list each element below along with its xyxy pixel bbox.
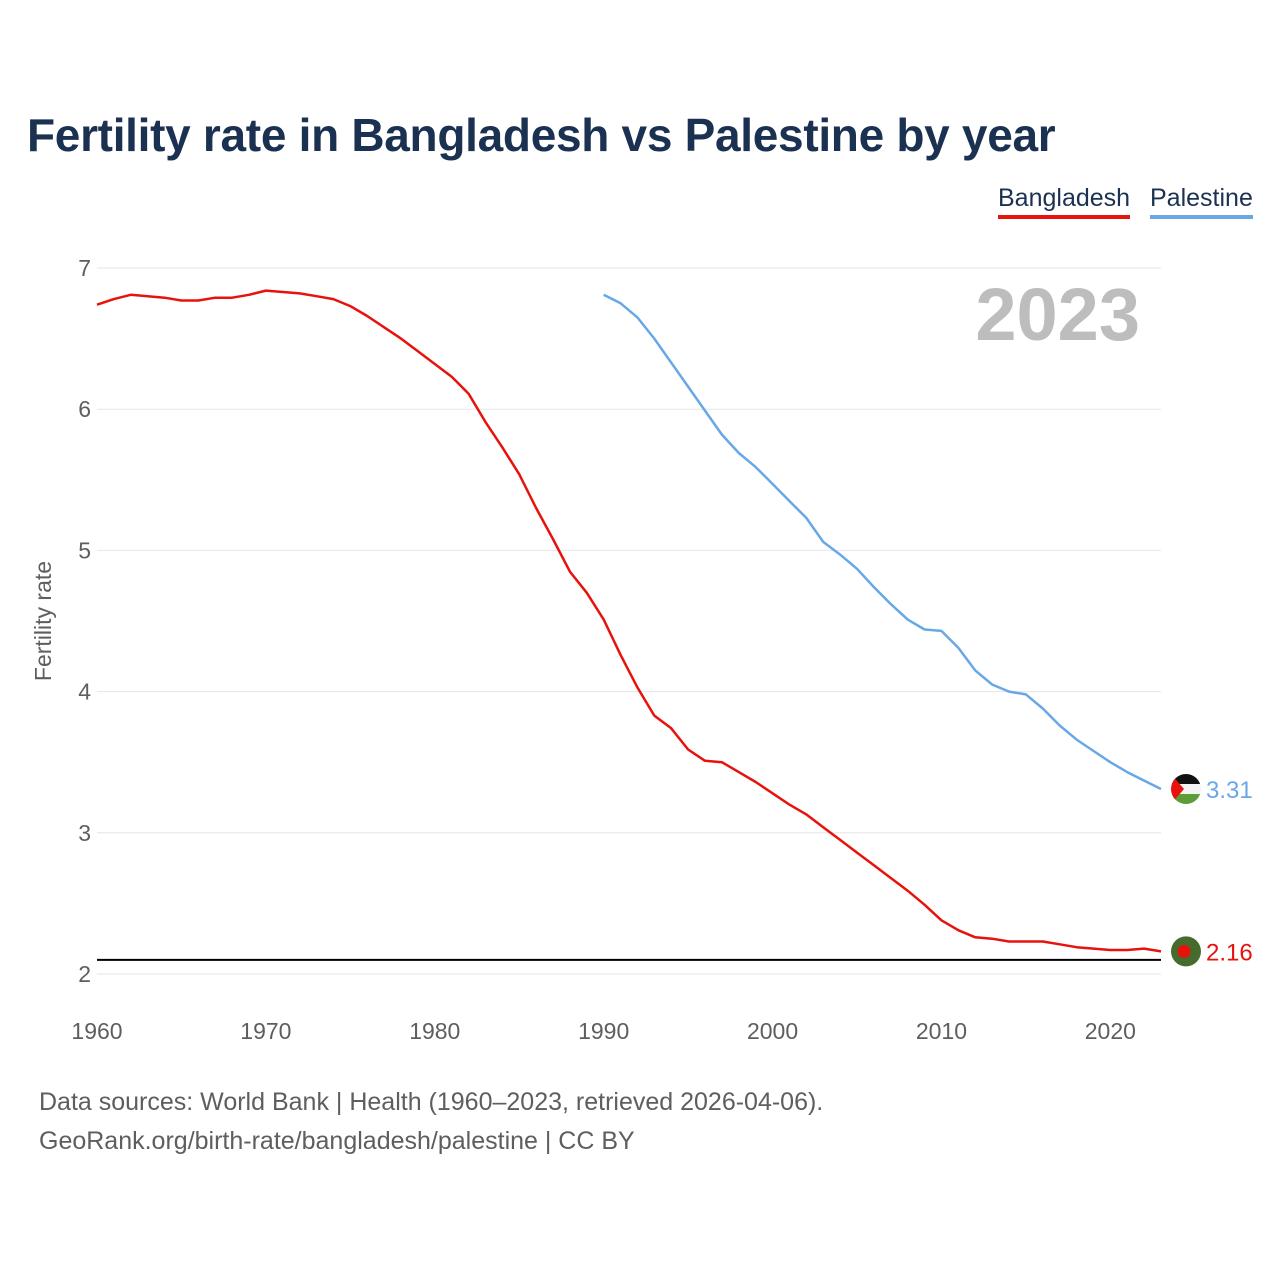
series-line-palestine[interactable] [603,293,1162,791]
y-tick-label: 2 [78,961,91,987]
x-axis-ticks: 1960 1970 1980 1990 2000 2010 2020 [71,1018,1136,1044]
bangladesh-flag-icon [1171,936,1201,967]
y-tick-label: 7 [78,255,91,281]
chart-title: Fertility rate in Bangladesh vs Palestin… [27,109,1056,161]
x-tick-label: 1980 [409,1018,460,1044]
legend-item-bangladesh[interactable]: Bangladesh [998,184,1131,219]
year-watermark: 2023 [975,273,1140,356]
x-tick-label: 2020 [1085,1018,1136,1044]
x-tick-label: 2000 [747,1018,798,1044]
y-tick-label: 6 [78,396,91,422]
y-tick-label: 3 [78,820,91,846]
x-tick-label: 2010 [916,1018,967,1044]
series-lines [96,289,1162,953]
x-tick-label: 1990 [578,1018,629,1044]
y-axis-ticks: 2 3 4 5 6 7 [78,255,91,987]
x-tick-label: 1970 [240,1018,291,1044]
palestine-flag-icon [1171,774,1201,805]
end-value-label-bangladesh: 2.16 [1206,939,1253,966]
y-tick-label: 5 [78,537,91,563]
data-source-text: Data sources: World Bank | Health (1960–… [39,1088,824,1116]
y-axis-label: Fertility rate [30,561,56,681]
legend-item-palestine[interactable]: Palestine [1150,184,1253,219]
end-value-label-palestine: 3.31 [1206,777,1253,804]
attribution-text: GeoRank.org/birth-rate/bangladesh/palest… [39,1127,635,1155]
end-markers: 2.16 3.31 [1171,774,1253,967]
y-tick-label: 4 [78,679,91,705]
grid-lines [97,267,1161,975]
series-line-bangladesh[interactable] [96,289,1162,953]
x-tick-label: 1960 [71,1018,122,1044]
